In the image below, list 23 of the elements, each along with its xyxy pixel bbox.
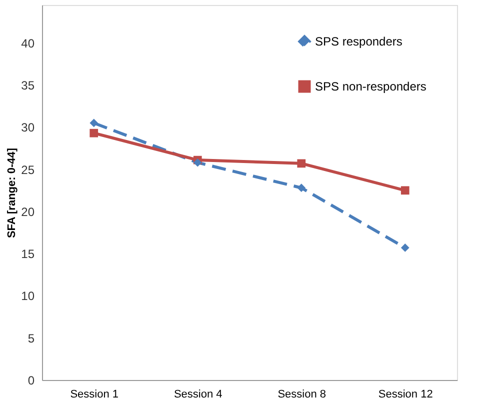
y-tick-label: 25 <box>21 162 35 177</box>
y-tick-label: 5 <box>28 331 35 346</box>
y-tick-label: 15 <box>21 247 35 262</box>
y-tick-label: 20 <box>21 204 35 219</box>
point <box>193 158 202 167</box>
point <box>90 128 98 138</box>
x-tick-label: Session 8 <box>278 388 326 400</box>
legend-label: SPS non-responders <box>315 80 426 94</box>
y-tick-label: 40 <box>21 36 35 50</box>
x-tick-label: Session 4 <box>174 388 222 400</box>
x-tick-label: Session 12 <box>378 388 433 400</box>
point <box>90 118 98 128</box>
y-tick-label: 10 <box>21 289 35 304</box>
y-tick-label: 35 <box>21 78 35 93</box>
x-tick-label: Session 1 <box>70 388 119 400</box>
point <box>297 184 306 192</box>
legend-label: SPS responders <box>315 34 402 48</box>
y-tick-label: 0 <box>28 374 35 388</box>
y-axis-title: SFA [range: 0-44] <box>6 148 18 238</box>
y-tick-label: 30 <box>21 120 35 135</box>
point <box>400 244 410 252</box>
point <box>297 159 306 168</box>
point <box>400 186 410 195</box>
